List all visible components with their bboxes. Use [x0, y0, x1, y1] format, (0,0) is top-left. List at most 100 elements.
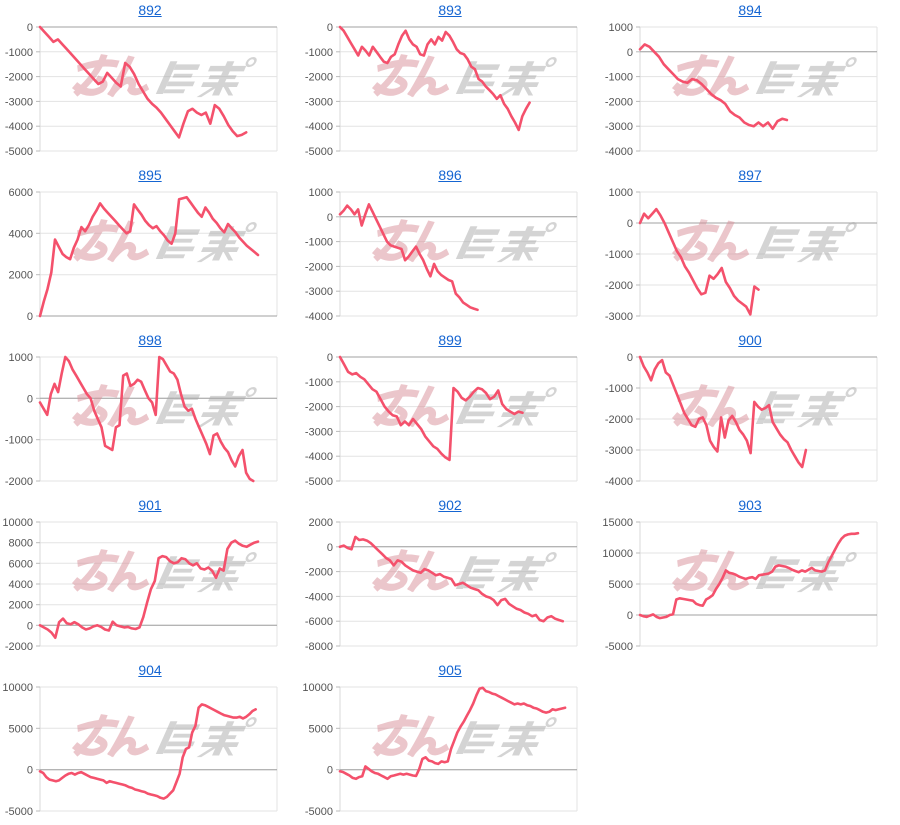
- y-tick-label: 1000: [609, 22, 633, 34]
- chart-link-902[interactable]: 902: [438, 497, 462, 513]
- minrepo-watermark: [71, 549, 257, 593]
- chart-link-897[interactable]: 897: [738, 167, 762, 183]
- chart-svg-893: 0 -1000 -2000 -3000 -4000 -5000: [305, 22, 578, 158]
- y-tick-label: -2000: [5, 641, 33, 653]
- chart-panel-895: 895 6000 4000 2000 0: [0, 165, 300, 330]
- y-tick-label: 0: [327, 212, 333, 224]
- y-tick-label: -1000: [605, 72, 633, 84]
- y-tick-label: 6000: [9, 187, 33, 199]
- series-line: [38, 25, 248, 139]
- chart-link-903[interactable]: 903: [738, 497, 762, 513]
- minrepo-watermark: [71, 384, 257, 428]
- chart-link-893[interactable]: 893: [438, 2, 462, 18]
- chart-panel-898: 898 1000 0 -1000 -2000: [0, 330, 300, 495]
- y-tick-label: 10000: [2, 682, 33, 694]
- chart-panel-905: 905 10000 5000 0 -5000: [300, 660, 600, 825]
- y-tick-label: -2000: [5, 72, 33, 84]
- chart-svg-900: 0 -1000 -2000 -3000 -4000: [605, 352, 878, 488]
- y-tick-label: 8000: [9, 538, 33, 550]
- series-line: [38, 703, 257, 800]
- y-tick-label: -4000: [305, 591, 333, 603]
- chart-panel-902: 902 2000 0 -2000 -4000 -6000 -8000: [300, 495, 600, 660]
- y-tick-label: 0: [27, 22, 33, 34]
- y-tick-label: -2000: [5, 476, 33, 488]
- minrepo-watermark: [671, 384, 857, 428]
- chart-svg-896: 1000 0 -1000 -2000 -3000 -4000: [305, 187, 578, 323]
- y-tick-label: 1000: [9, 352, 33, 364]
- chart-link-894[interactable]: 894: [738, 2, 762, 18]
- chart-link-901[interactable]: 901: [138, 497, 162, 513]
- y-tick-label: 10000: [602, 548, 633, 560]
- minrepo-watermark: [71, 219, 257, 263]
- y-tick-label: 0: [627, 610, 633, 622]
- y-tick-label: -8000: [305, 641, 333, 653]
- chart-link-898[interactable]: 898: [138, 332, 162, 348]
- chart-link-896[interactable]: 896: [438, 167, 462, 183]
- y-tick-label: 0: [27, 620, 33, 632]
- chart-svg-905: 10000 5000 0 -5000: [302, 682, 578, 818]
- y-tick-label: -1000: [305, 47, 333, 59]
- y-tick-label: -3000: [605, 311, 633, 323]
- y-tick-label: 0: [627, 47, 633, 59]
- y-tick-label: 0: [627, 352, 633, 364]
- y-tick-label: -1000: [605, 249, 633, 261]
- chart-link-899[interactable]: 899: [438, 332, 462, 348]
- y-tick-label: 0: [627, 218, 633, 230]
- y-tick-label: 6000: [9, 558, 33, 570]
- y-tick-label: -1000: [5, 435, 33, 447]
- minrepo-watermark: [371, 714, 557, 758]
- y-tick-label: 0: [327, 542, 333, 554]
- chart-link-895[interactable]: 895: [138, 167, 162, 183]
- series-line: [38, 195, 260, 318]
- y-tick-label: 2000: [9, 270, 33, 282]
- chart-svg-903: 15000 10000 5000 0 -5000: [602, 517, 878, 653]
- y-tick-label: -5000: [605, 641, 633, 653]
- y-tick-label: -2000: [305, 261, 333, 273]
- y-tick-label: -5000: [5, 146, 33, 158]
- y-tick-label: -4000: [5, 121, 33, 133]
- y-tick-label: -3000: [305, 96, 333, 108]
- chart-link-905[interactable]: 905: [438, 662, 462, 678]
- chart-panel-900: 900 0 -1000 -2000 -3000 -4000: [600, 330, 900, 495]
- y-tick-label: -1000: [605, 383, 633, 395]
- chart-link-904[interactable]: 904: [138, 662, 162, 678]
- y-tick-label: -5000: [305, 146, 333, 158]
- chart-panel-904: 904 10000 5000 0 -5000: [0, 660, 300, 825]
- series-line: [338, 686, 567, 781]
- series-line: [638, 531, 860, 620]
- chart-link-892[interactable]: 892: [138, 2, 162, 18]
- y-tick-label: -1000: [305, 237, 333, 249]
- y-tick-label: 0: [27, 765, 33, 777]
- y-tick-label: 1000: [309, 187, 333, 199]
- chart-link-900[interactable]: 900: [738, 332, 762, 348]
- y-tick-label: -5000: [5, 806, 33, 818]
- y-tick-label: 4000: [9, 228, 33, 240]
- y-tick-label: -2000: [605, 280, 633, 292]
- y-tick-label: 2000: [9, 600, 33, 612]
- chart-panel-901: 901 10000 8000 6000 4000 2000 0 -2000: [0, 495, 300, 660]
- series-line: [638, 43, 789, 130]
- y-tick-label: 10000: [302, 682, 333, 694]
- series-line: [638, 207, 760, 316]
- y-tick-label: 5000: [609, 579, 633, 591]
- y-tick-label: -3000: [305, 286, 333, 298]
- chart-panel-896: 896 1000 0 -1000 -2000 -3000 -4000: [300, 165, 600, 330]
- y-tick-label: -1000: [305, 377, 333, 389]
- y-tick-label: 0: [27, 393, 33, 405]
- chart-svg-901: 10000 8000 6000 4000 2000 0 -2000: [2, 517, 278, 653]
- y-tick-label: -3000: [605, 121, 633, 133]
- y-tick-label: -2000: [305, 72, 333, 84]
- y-tick-label: 0: [327, 765, 333, 777]
- series-line: [338, 535, 565, 623]
- y-tick-label: 5000: [9, 723, 33, 735]
- y-tick-label: -2000: [305, 402, 333, 414]
- minrepo-watermark: [371, 384, 557, 428]
- y-tick-label: -3000: [605, 445, 633, 457]
- chart-panel-897: 897 1000 0 -1000 -2000 -3000: [600, 165, 900, 330]
- chart-svg-892: 0 -1000 -2000 -3000 -4000 -5000: [5, 22, 278, 158]
- minrepo-watermark: [371, 54, 557, 98]
- y-tick-label: -3000: [305, 426, 333, 438]
- minrepo-watermark: [71, 54, 257, 98]
- y-tick-label: -2000: [605, 96, 633, 108]
